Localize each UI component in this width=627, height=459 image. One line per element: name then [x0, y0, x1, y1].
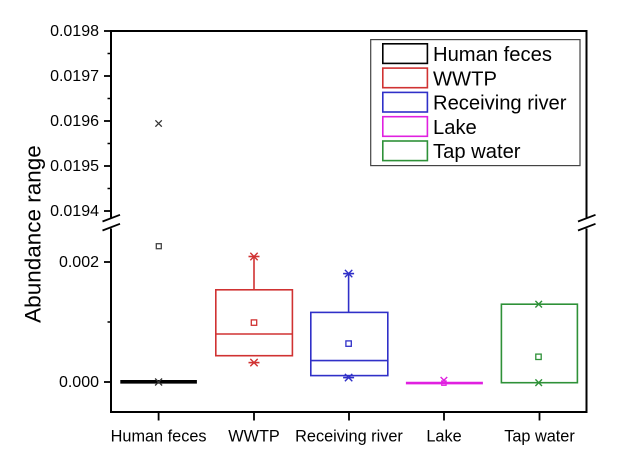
svg-text:0.000: 0.000: [59, 374, 99, 391]
svg-text:0.0194: 0.0194: [50, 203, 99, 220]
svg-text:Lake: Lake: [426, 428, 461, 446]
svg-text:Lake: Lake: [433, 117, 477, 139]
svg-text:Abundance range: Abundance range: [21, 145, 46, 323]
svg-text:0.0195: 0.0195: [50, 158, 99, 175]
svg-text:0.0196: 0.0196: [50, 113, 99, 130]
svg-text:0.0197: 0.0197: [50, 68, 99, 85]
svg-text:Tap water: Tap water: [433, 141, 521, 163]
svg-text:Tap water: Tap water: [504, 428, 575, 446]
svg-text:0.0198: 0.0198: [50, 23, 99, 40]
svg-text:Receiving river: Receiving river: [295, 428, 403, 446]
svg-text:Human feces: Human feces: [111, 428, 207, 446]
svg-text:WWTP: WWTP: [228, 428, 280, 446]
svg-text:Receiving river: Receiving river: [433, 93, 567, 115]
svg-text:Human feces: Human feces: [433, 44, 552, 66]
svg-text:WWTP: WWTP: [433, 68, 497, 90]
svg-text:0.002: 0.002: [59, 254, 99, 271]
